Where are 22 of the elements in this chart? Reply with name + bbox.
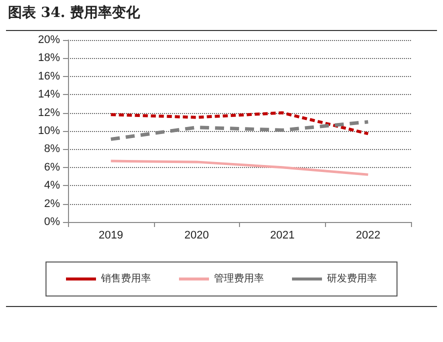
line-series [109, 120, 370, 141]
y-tick-label: 18% [38, 52, 60, 64]
line-series [109, 111, 370, 136]
legend-label: 研发费用率 [327, 272, 377, 284]
y-tick-label: 2% [44, 198, 60, 210]
y-tick-label: 14% [38, 88, 60, 101]
x-tick-label: 2020 [184, 230, 209, 242]
x-tick-label: 2021 [270, 230, 295, 242]
x-tick-label: 2019 [98, 230, 124, 242]
y-tick-label: 4% [44, 180, 60, 192]
y-tick-label: 20% [38, 34, 60, 46]
legend-label: 销售费用率 [100, 272, 151, 284]
y-tick-label: 10% [38, 125, 60, 137]
y-tick-label: 16% [38, 70, 60, 82]
legend-label: 管理费用率 [214, 272, 264, 284]
chart-title: 图表 34. 费用率变化 [8, 4, 140, 22]
y-tick-label: 6% [44, 161, 60, 174]
y-tick-label: 12% [38, 106, 60, 119]
x-tick-label: 2022 [356, 230, 380, 242]
y-tick-label: 8% [44, 143, 60, 156]
line-series [110, 160, 370, 176]
y-tick-label: 0% [44, 216, 60, 228]
